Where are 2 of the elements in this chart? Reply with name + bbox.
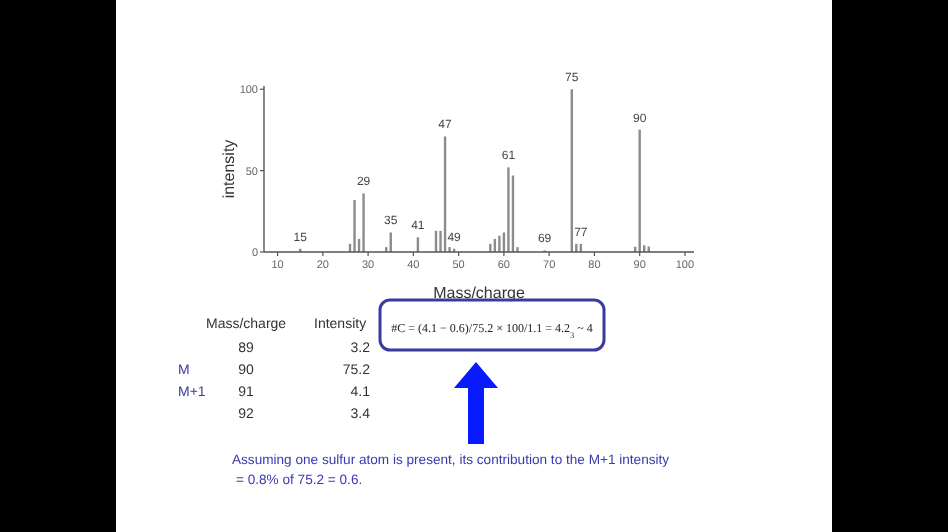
x-axis-title: Mass/charge (433, 284, 526, 302)
y-axis-title: intensity (220, 139, 238, 199)
